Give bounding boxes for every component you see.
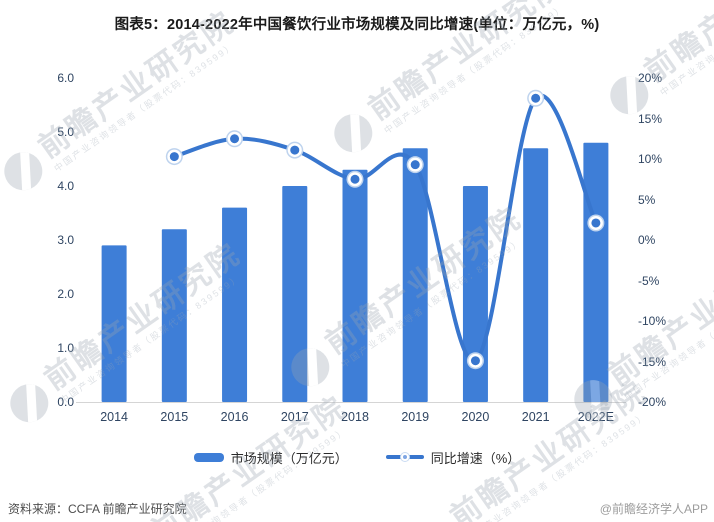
bar-2022E [583, 142, 609, 403]
y-axis-right-tick-15%: 15% [638, 111, 663, 126]
legend: 市场规模（万亿元） 同比增速（%） [0, 448, 714, 466]
y-axis-right-tick-20%: 20% [638, 71, 663, 85]
plot-area: 0.0 1.0 2.0 3.0 4.0 5.0 6.0 -20% -15% -10% -5% 0% 5%… [57, 71, 667, 424]
chart-canvas [76, 89, 626, 403]
marker-2018 [350, 174, 360, 184]
x-axis-label-2020: 2020 [461, 410, 490, 424]
x-axis-label-2017: 2017 [280, 410, 309, 424]
marker-2016 [230, 134, 240, 144]
y-axis-right-tick--20%: -20% [638, 395, 667, 409]
marker-2020 [470, 356, 480, 366]
bar-2014 [101, 245, 127, 402]
bar-2021 [523, 148, 549, 402]
x-axis-label-2021: 2021 [521, 410, 550, 424]
y-axis-left-tick-5.0: 5.0 [57, 125, 74, 139]
bar-2019 [402, 148, 428, 402]
legend-label-market-size: 市场规模（万亿元） [230, 450, 348, 466]
bar-swatch-icon [193, 452, 224, 462]
x-axis-label-2018: 2018 [341, 410, 369, 424]
y-axis-left-tick-4.0: 4.0 [57, 179, 74, 193]
credit-text: @前瞻经济学人APP [599, 502, 708, 516]
y-axis-right-tick--15%: -15% [638, 354, 667, 369]
footer: 资料来源：CCFA 前瞻产业研究院 @前瞻经济学人APP [8, 500, 708, 517]
marker-2015 [169, 152, 179, 162]
y-axis-left-tick-0.0: 0.0 [57, 395, 74, 409]
x-axis-label-2015: 2015 [160, 410, 189, 424]
y-axis-right-tick--10%: -10% [638, 314, 667, 328]
bar-2017 [282, 186, 308, 402]
source-text: 资料来源：CCFA 前瞻产业研究院 [8, 502, 187, 516]
x-axis-label-2014: 2014 [100, 410, 129, 424]
y-axis-right-tick--5%: -5% [638, 273, 660, 288]
line-dot-swatch-icon [385, 453, 424, 461]
legend-item-market-size: 市场规模（万亿元） [193, 448, 348, 467]
bar-2020 [462, 186, 488, 402]
y-axis-left-tick-2.0: 2.0 [57, 287, 74, 301]
y-axis-right-tick-0%: 0% [638, 233, 656, 247]
y-axis-right-tick-10%: 10% [638, 152, 663, 166]
marker-2017 [290, 145, 300, 155]
chart-title: 图表5：2014-2022年中国餐饮行业市场规模及同比增速(单位：万亿元，%) [114, 17, 600, 33]
marker-2021 [531, 93, 541, 103]
y-axis-left-tick-6.0: 6.0 [57, 71, 74, 85]
y-axis-left-tick-3.0: 3.0 [57, 233, 74, 247]
bar-2018 [342, 169, 368, 402]
x-axis-label-2016: 2016 [220, 410, 249, 424]
y-axis-left-tick-1.0: 1.0 [57, 341, 74, 355]
legend-label-growth: 同比增速（%） [430, 450, 521, 466]
x-axis-label-2022E: 2022E [577, 410, 614, 424]
bar-2015 [161, 229, 187, 402]
bar-2016 [222, 207, 248, 402]
legend-item-growth: 同比增速（%） [385, 448, 521, 467]
marker-2019 [410, 160, 420, 170]
y-axis-right-tick-5%: 5% [638, 192, 656, 207]
x-axis-label-2019: 2019 [401, 410, 430, 424]
marker-2022E [591, 218, 601, 228]
